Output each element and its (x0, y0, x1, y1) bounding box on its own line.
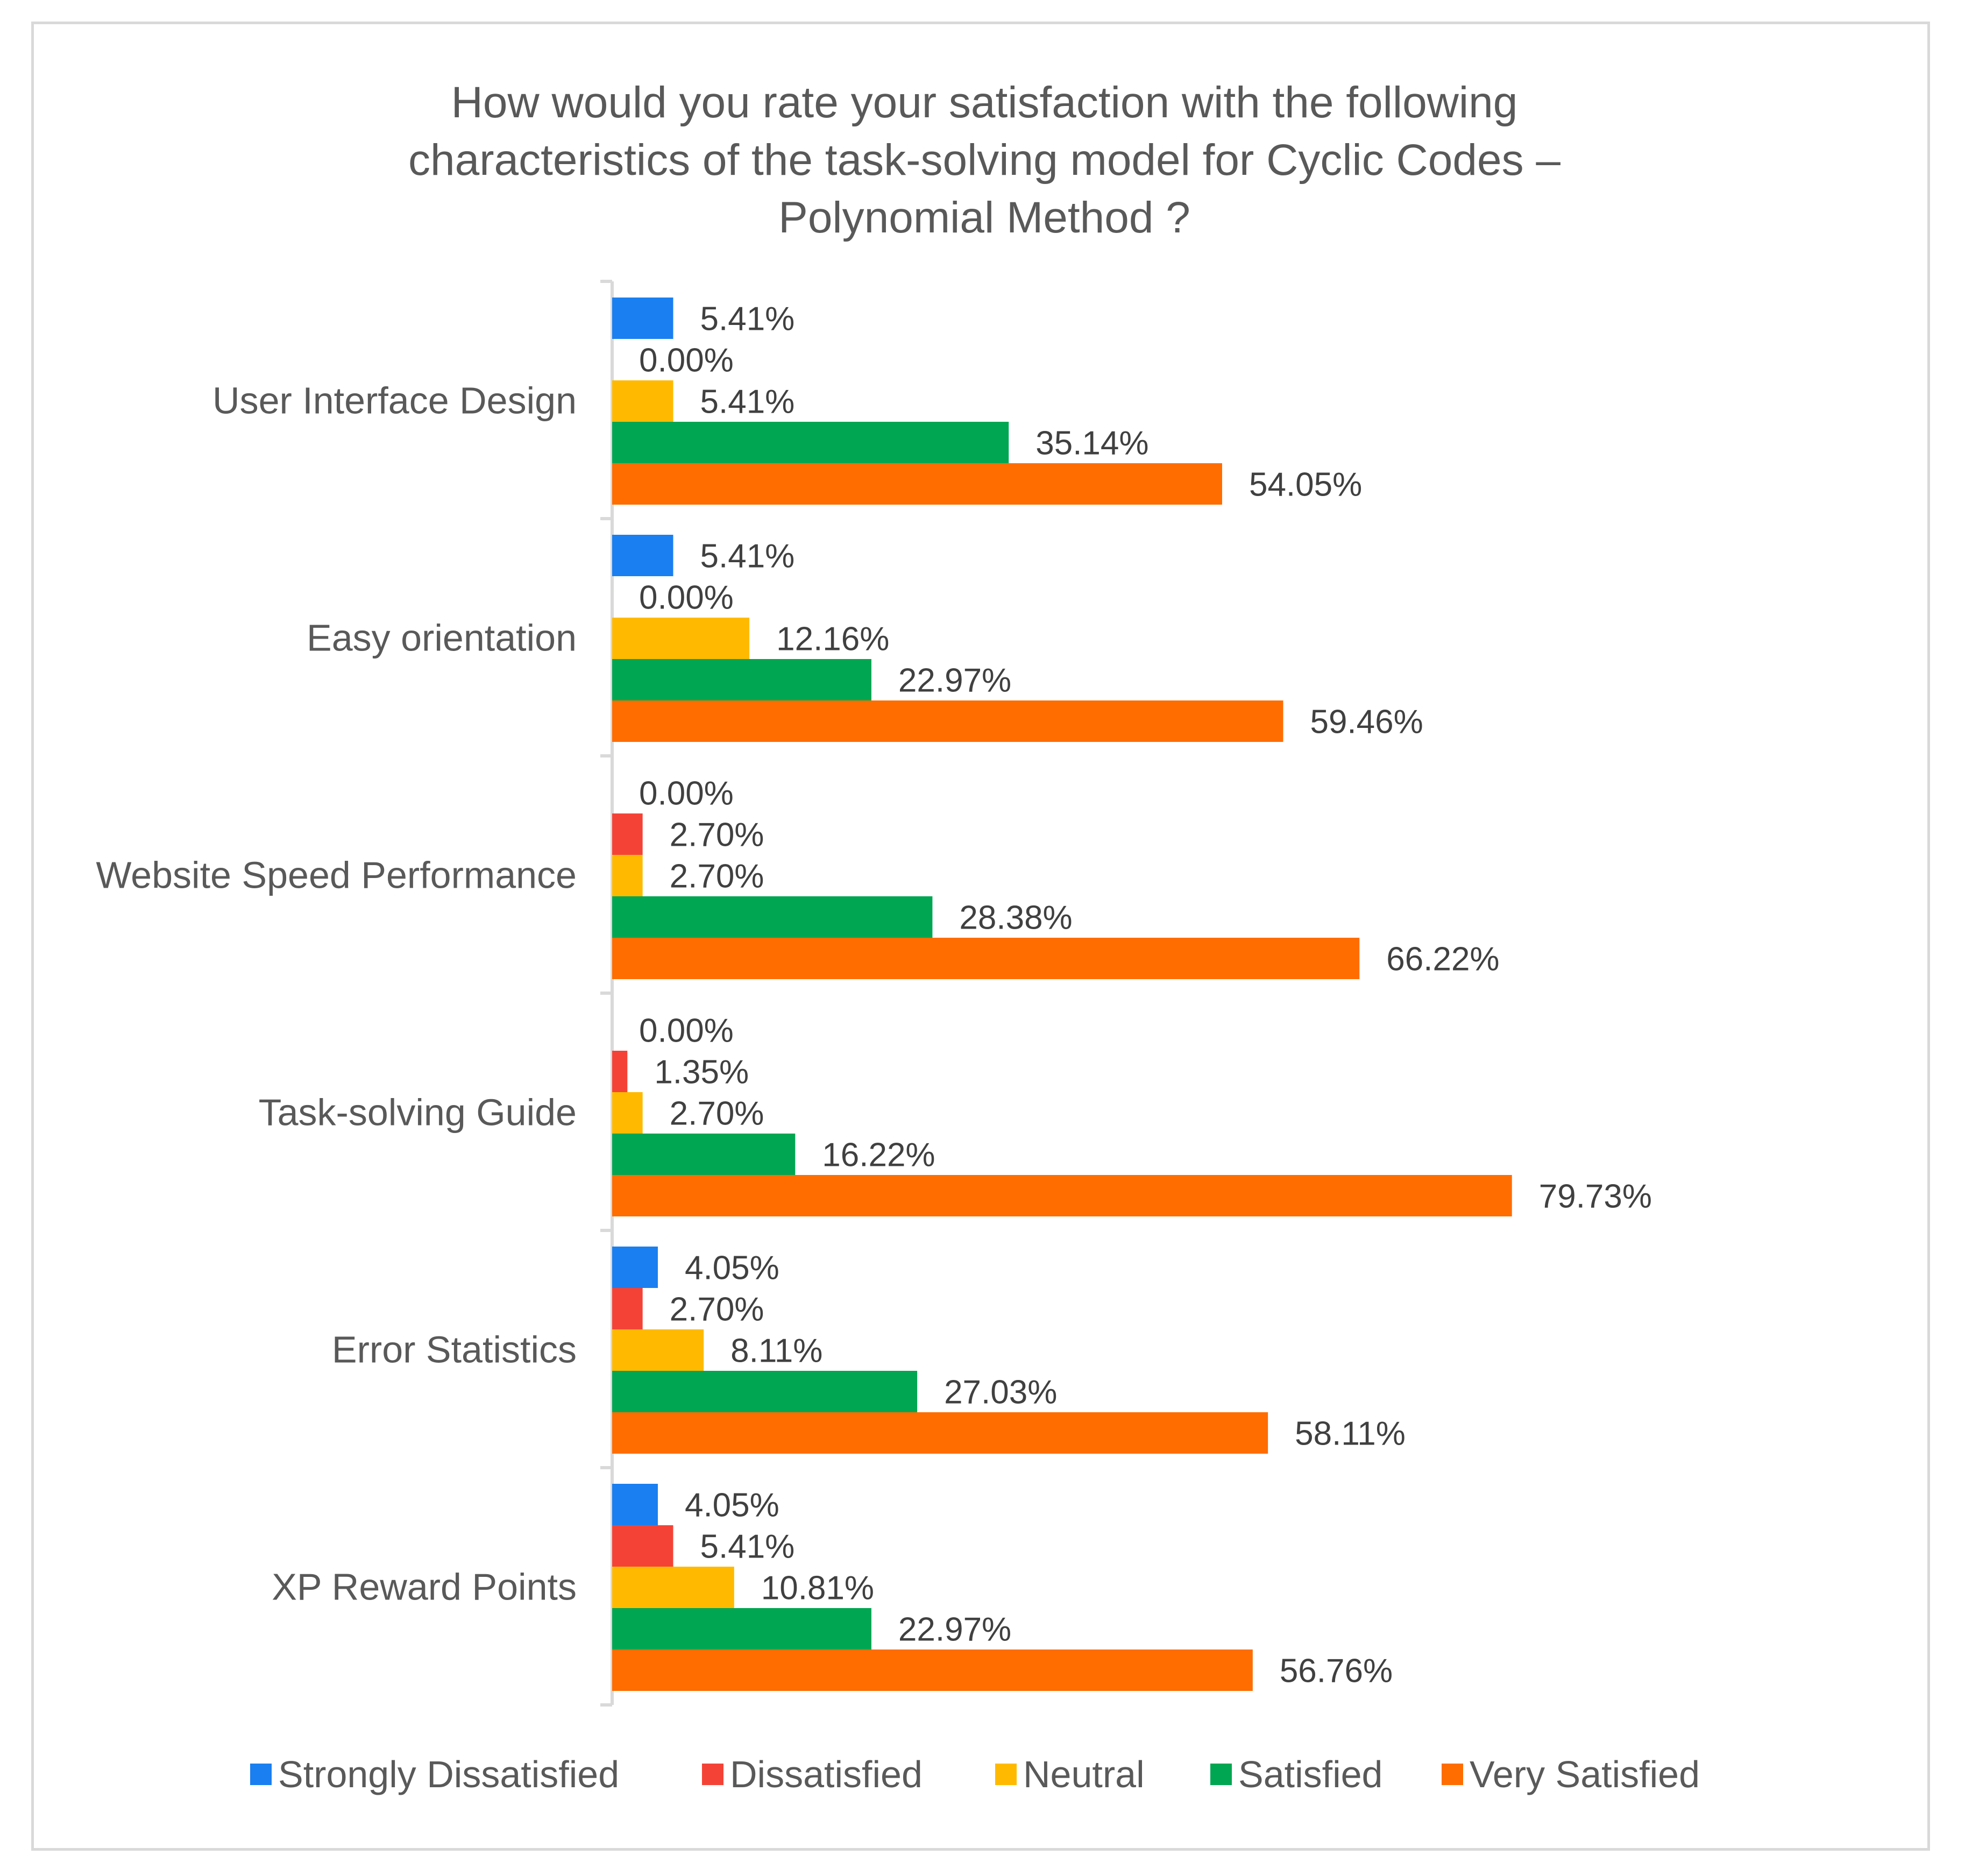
bar-satisfied-xp-reward-points (612, 1608, 871, 1650)
data-label-very-satisfied-xp-reward-points: 56.76% (1280, 1653, 1393, 1690)
data-label-satisfied-task-solving-guide: 16.22% (822, 1137, 935, 1174)
category-label-user-interface-design: User Interface Design (212, 380, 577, 422)
bars (612, 298, 1512, 1691)
data-label-satisfied-easy-orientation: 22.97% (898, 662, 1011, 699)
bar-neutral-website-speed-performance (612, 855, 643, 896)
data-label-satisfied-error-statistics: 27.03% (944, 1374, 1057, 1411)
bar-strongly-dissatisfied-easy-orientation (612, 535, 673, 576)
bar-dissatisfied-website-speed-performance (612, 813, 643, 855)
bar-satisfied-task-solving-guide (612, 1134, 796, 1175)
bar-very-satisfied-website-speed-performance (612, 938, 1360, 979)
data-label-dissatisfied-easy-orientation: 0.00% (639, 579, 734, 617)
data-label-neutral-user-interface-design: 5.41% (700, 384, 795, 421)
bar-neutral-error-statistics (612, 1329, 704, 1371)
data-label-strongly-dissatisfied-user-interface-design: 5.41% (700, 301, 795, 338)
legend-swatch-dissatisfied (702, 1764, 723, 1785)
bar-satisfied-website-speed-performance (612, 896, 933, 938)
bar-strongly-dissatisfied-xp-reward-points (612, 1484, 658, 1525)
data-label-satisfied-user-interface-design: 35.14% (1035, 425, 1148, 462)
chart-title-line-1: How would you rate your satisfaction wit… (451, 78, 1518, 127)
data-label-neutral-xp-reward-points: 10.81% (761, 1570, 874, 1607)
bar-neutral-easy-orientation (612, 618, 750, 659)
bar-dissatisfied-xp-reward-points (612, 1525, 673, 1567)
data-label-satisfied-xp-reward-points: 22.97% (898, 1611, 1011, 1648)
bar-strongly-dissatisfied-user-interface-design (612, 298, 673, 339)
legend-label-neutral: Neutral (1023, 1753, 1145, 1795)
data-label-strongly-dissatisfied-error-statistics: 4.05% (685, 1250, 779, 1287)
bar-very-satisfied-easy-orientation (612, 700, 1283, 742)
bar-neutral-task-solving-guide (612, 1092, 643, 1134)
bar-strongly-dissatisfied-error-statistics (612, 1247, 658, 1288)
legend-label-strongly-dissatisfied: Strongly Dissatisfied (278, 1753, 619, 1795)
data-label-neutral-error-statistics: 8.11% (730, 1333, 822, 1370)
chart-frame (31, 22, 1930, 1851)
bar-very-satisfied-xp-reward-points (612, 1650, 1253, 1691)
bar-very-satisfied-error-statistics (612, 1412, 1268, 1454)
legend-label-dissatisfied: Dissatisfied (730, 1753, 923, 1795)
legend-swatch-neutral (995, 1764, 1017, 1785)
data-label-strongly-dissatisfied-website-speed-performance: 0.00% (639, 775, 734, 812)
data-label-very-satisfied-task-solving-guide: 79.73% (1539, 1178, 1652, 1215)
chart-title-line-2: characteristics of the task-solving mode… (408, 136, 1560, 185)
data-label-strongly-dissatisfied-xp-reward-points: 4.05% (685, 1487, 779, 1524)
bar-neutral-user-interface-design (612, 380, 673, 422)
data-label-very-satisfied-user-interface-design: 54.05% (1249, 466, 1362, 504)
legend-swatch-satisfied (1210, 1764, 1232, 1785)
data-labels: 5.41% 0.00% 5.41% 35.14% 54.05% 5.41% 0.00% 12.… (639, 301, 1652, 1690)
data-label-strongly-dissatisfied-easy-orientation: 5.41% (700, 538, 795, 575)
bar-very-satisfied-task-solving-guide (612, 1175, 1512, 1216)
data-label-very-satisfied-easy-orientation: 59.46% (1310, 704, 1423, 741)
bar-satisfied-user-interface-design (612, 422, 1009, 463)
data-label-dissatisfied-error-statistics: 2.70% (670, 1291, 764, 1328)
bar-satisfied-easy-orientation (612, 659, 871, 700)
category-label-error-statistics: Error Statistics (332, 1329, 577, 1371)
data-label-dissatisfied-website-speed-performance: 2.70% (670, 817, 764, 854)
bar-very-satisfied-user-interface-design (612, 463, 1222, 505)
bar-dissatisfied-task-solving-guide (612, 1051, 628, 1092)
data-label-very-satisfied-error-statistics: 58.11% (1295, 1415, 1406, 1453)
data-label-dissatisfied-xp-reward-points: 5.41% (700, 1528, 795, 1566)
legend-label-very-satisfied: Very Satisfied (1470, 1753, 1700, 1795)
data-label-neutral-website-speed-performance: 2.70% (670, 858, 764, 895)
data-label-satisfied-website-speed-performance: 28.38% (959, 900, 1072, 937)
data-label-strongly-dissatisfied-task-solving-guide: 0.00% (639, 1013, 734, 1050)
category-label-task-solving-guide: Task-solving Guide (259, 1092, 577, 1134)
bar-dissatisfied-error-statistics (612, 1288, 643, 1329)
chart-title: How would you rate your satisfaction wit… (408, 78, 1560, 242)
category-label-website-speed-performance: Website Speed Performance (96, 854, 577, 896)
data-label-dissatisfied-user-interface-design: 0.00% (639, 342, 734, 379)
legend: Strongly Dissatisfied Dissatisfied Neutral… (250, 1753, 1700, 1795)
category-axis: User Interface Design Easy orientation Web… (96, 280, 614, 1707)
chart-title-line-3: Polynomial Method ? (778, 193, 1190, 242)
data-label-neutral-easy-orientation: 12.16% (776, 621, 889, 658)
legend-swatch-strongly-dissatisfied (250, 1764, 272, 1785)
legend-swatch-very-satisfied (1442, 1764, 1463, 1785)
legend-label-satisfied: Satisfied (1238, 1753, 1382, 1795)
data-label-dissatisfied-task-solving-guide: 1.35% (654, 1054, 749, 1091)
data-label-very-satisfied-website-speed-performance: 66.22% (1386, 941, 1499, 978)
category-label-easy-orientation: Easy orientation (307, 617, 577, 659)
bar-neutral-xp-reward-points (612, 1567, 734, 1608)
data-label-neutral-task-solving-guide: 2.70% (670, 1095, 764, 1132)
category-label-xp-reward-points: XP Reward Points (272, 1566, 577, 1608)
bar-satisfied-error-statistics (612, 1371, 918, 1412)
